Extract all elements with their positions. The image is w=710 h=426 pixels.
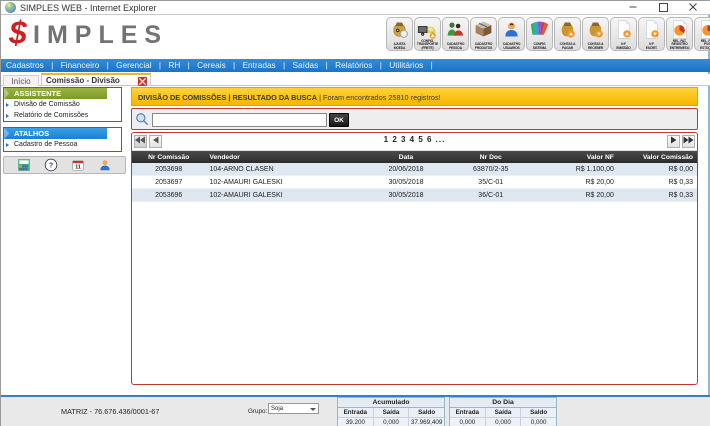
svg-text:$: $ [9, 16, 28, 50]
svg-text:11: 11 [75, 165, 81, 171]
svg-text:IMPLES: IMPLES [33, 21, 168, 49]
svg-text:?: ? [49, 162, 53, 169]
